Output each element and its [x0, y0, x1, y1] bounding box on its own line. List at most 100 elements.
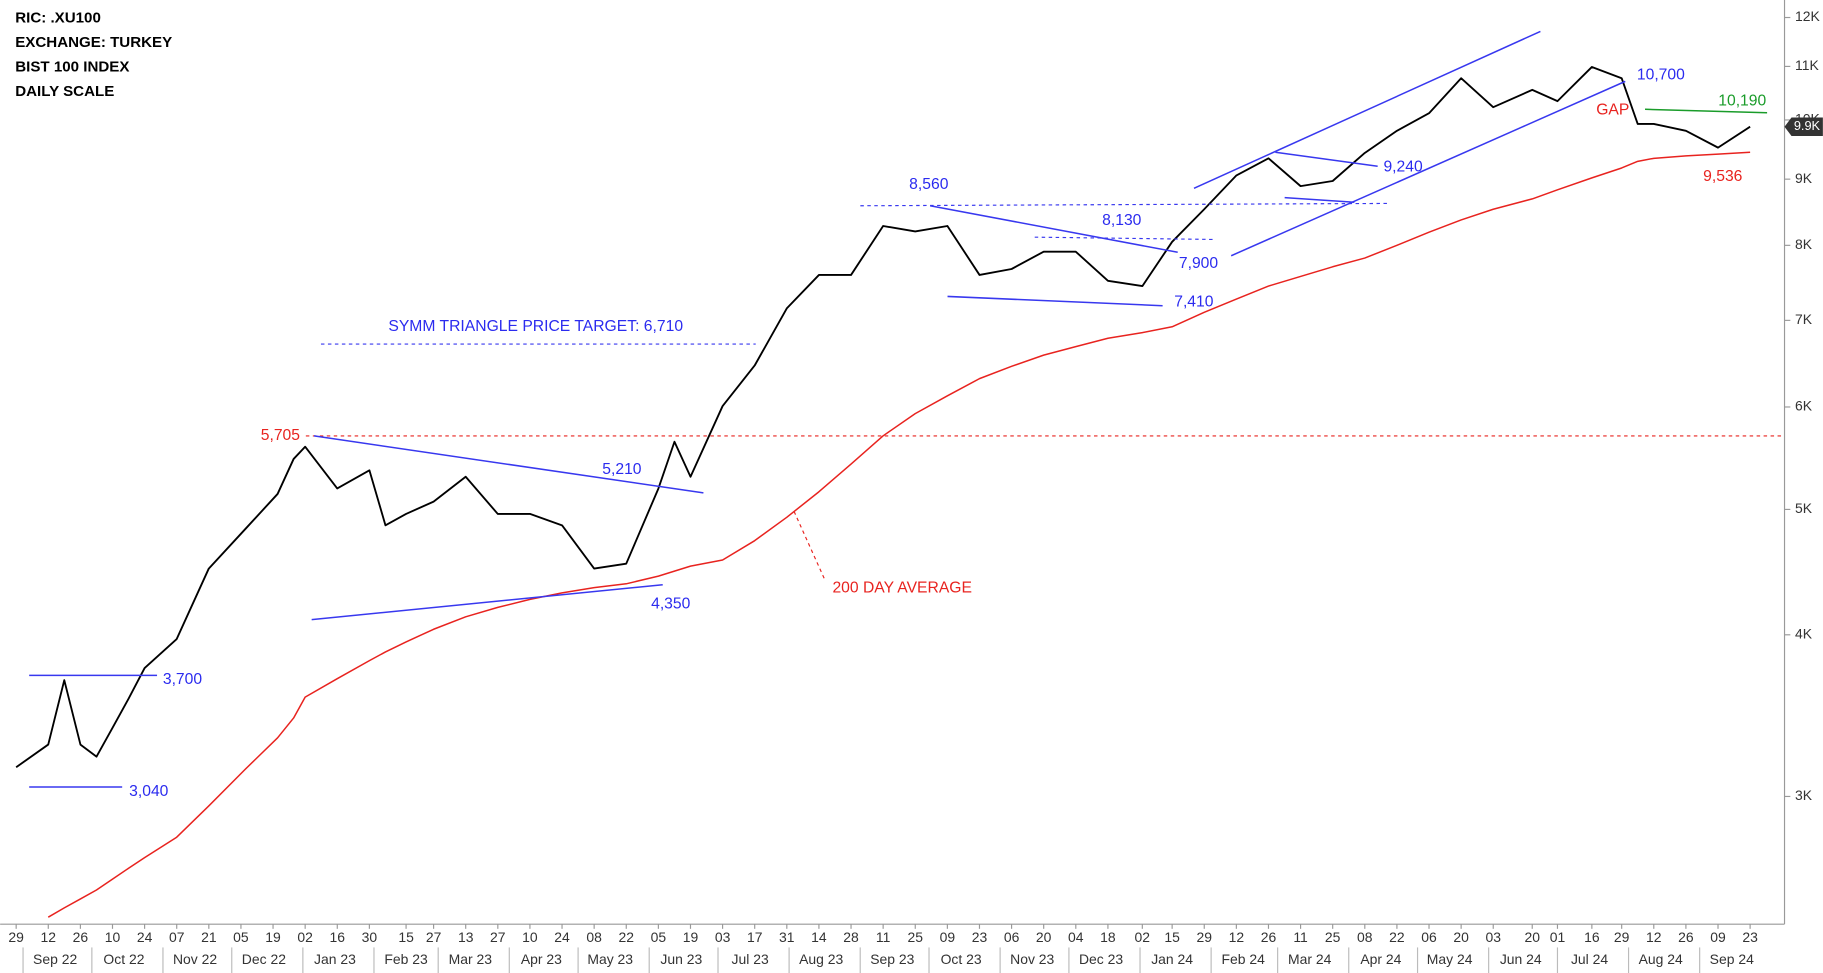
- annotation: 9,240: [1383, 159, 1423, 176]
- month-label: Dec 22: [242, 951, 286, 967]
- x-tick-label: 23: [1742, 929, 1758, 945]
- month-label: Apr 24: [1360, 951, 1401, 967]
- x-tick-label: 17: [747, 929, 763, 945]
- x-tick-label: 16: [330, 929, 346, 945]
- x-tick-label: 22: [1389, 929, 1405, 945]
- pointer-line: [793, 511, 827, 582]
- x-tick-label: 26: [1261, 929, 1277, 945]
- y-tick-label: 11K: [1795, 57, 1819, 73]
- x-tick-label: 09: [940, 929, 956, 945]
- y-tick-label: 6K: [1795, 398, 1813, 414]
- month-label: Jan 24: [1151, 951, 1193, 967]
- month-label: Apr 23: [521, 951, 562, 967]
- y-tick-label: 9K: [1795, 170, 1813, 186]
- series-line: [15, 66, 1751, 768]
- x-tick-label: 29: [8, 929, 24, 945]
- channel-line: [1230, 80, 1626, 257]
- y-tick-label: 4K: [1795, 625, 1813, 641]
- month-label: Sep 23: [870, 951, 914, 967]
- x-tick-label: 27: [426, 929, 442, 945]
- x-tick-label: 10: [105, 929, 121, 945]
- month-label: Jul 23: [732, 951, 769, 967]
- x-tick-label: 04: [1068, 929, 1084, 945]
- month-label: Feb 24: [1222, 951, 1266, 967]
- x-tick-label: 06: [1421, 929, 1437, 945]
- y-tick-label: 8K: [1795, 236, 1813, 252]
- trend-line: [1284, 196, 1355, 204]
- info-line: RIC: .XU100: [15, 10, 101, 27]
- month-label: Mar 24: [1288, 951, 1332, 967]
- x-tick-label: 28: [843, 929, 859, 945]
- x-tick-label: 27: [490, 929, 506, 945]
- info-line: DAILY SCALE: [15, 83, 114, 100]
- x-tick-label: 03: [1485, 929, 1501, 945]
- x-tick-label: 20: [1036, 929, 1052, 945]
- channel-line: [1193, 30, 1541, 190]
- x-tick-label: 02: [1135, 929, 1151, 945]
- x-tick-label: 13: [458, 929, 474, 945]
- x-tick-label: 19: [265, 929, 281, 945]
- month-label: Aug 23: [799, 951, 843, 967]
- x-tick-label: 20: [1453, 929, 1469, 945]
- x-tick-label: 26: [1678, 929, 1694, 945]
- x-tick-label: 14: [811, 929, 827, 945]
- x-tick-label: 03: [715, 929, 731, 945]
- x-tick-label: 12: [1229, 929, 1245, 945]
- month-label: May 23: [587, 951, 633, 967]
- month-label: May 24: [1427, 951, 1473, 967]
- annotation: 8,560: [909, 176, 949, 193]
- month-label: Jul 24: [1571, 951, 1608, 967]
- y-tick-label: 7K: [1795, 311, 1813, 327]
- level-line: [1034, 236, 1215, 241]
- annotation: 3,700: [163, 671, 203, 688]
- x-tick-label: 16: [1584, 929, 1600, 945]
- x-tick-label: 08: [1357, 929, 1373, 945]
- info-block: RIC: .XU100 EXCHANGE: TURKEY BIST 100 IN…: [15, 10, 172, 100]
- x-tick-label: 18: [1100, 929, 1116, 945]
- x-tick-label: 05: [651, 929, 667, 945]
- annotation-lines: [29, 30, 1785, 788]
- annotation: 5,210: [602, 461, 642, 478]
- y-tick-label: 5K: [1795, 500, 1813, 516]
- info-line: BIST 100 INDEX: [15, 58, 129, 75]
- month-label: Aug 24: [1639, 951, 1683, 967]
- level-line: [1645, 108, 1768, 114]
- x-tick-label: 05: [233, 929, 249, 945]
- annotation: 7,410: [1174, 293, 1214, 310]
- annotation: 200 DAY AVERAGE: [832, 579, 972, 596]
- x-tick-label: 12: [41, 929, 57, 945]
- x-tick-label: 02: [297, 929, 313, 945]
- x-tick-label: 11: [876, 929, 891, 945]
- x-tick-label: 25: [1325, 929, 1341, 945]
- trend-line: [1275, 151, 1378, 167]
- x-tick-label: 06: [1004, 929, 1020, 945]
- annotation: 8,130: [1102, 212, 1142, 229]
- month-label: Jun 23: [660, 951, 702, 967]
- series-line: [47, 151, 1751, 918]
- x-tick-label: 15: [398, 929, 414, 945]
- x-tick-label: 07: [169, 929, 185, 945]
- y-tick-label: 3K: [1795, 787, 1813, 803]
- level-line: [860, 202, 1390, 207]
- x-tick-label: 24: [554, 929, 570, 945]
- annotation: 4,350: [651, 596, 691, 613]
- annotation: 3,040: [129, 783, 169, 800]
- x-tick-label: 09: [1710, 929, 1726, 945]
- month-label: Sep 22: [33, 951, 77, 967]
- x-tick-label: 11: [1293, 929, 1308, 945]
- trend-line: [947, 295, 1163, 307]
- month-label: Oct 23: [941, 951, 982, 967]
- x-tick-label: 30: [362, 929, 378, 945]
- month-label: Oct 22: [103, 951, 144, 967]
- x-tick-label: 31: [779, 929, 795, 945]
- x-tick-label: 20: [1524, 929, 1540, 945]
- month-label: Jan 23: [314, 951, 356, 967]
- x-tick-label: 29: [1196, 929, 1212, 945]
- x-tick-label: 12: [1646, 929, 1662, 945]
- annotation: 9,536: [1703, 168, 1743, 185]
- x-tick-label: 22: [619, 929, 635, 945]
- annotation: GAP: [1596, 102, 1629, 119]
- x-tick-label: 25: [907, 929, 923, 945]
- month-label: Dec 23: [1079, 951, 1123, 967]
- month-label: Sep 24: [1710, 951, 1754, 967]
